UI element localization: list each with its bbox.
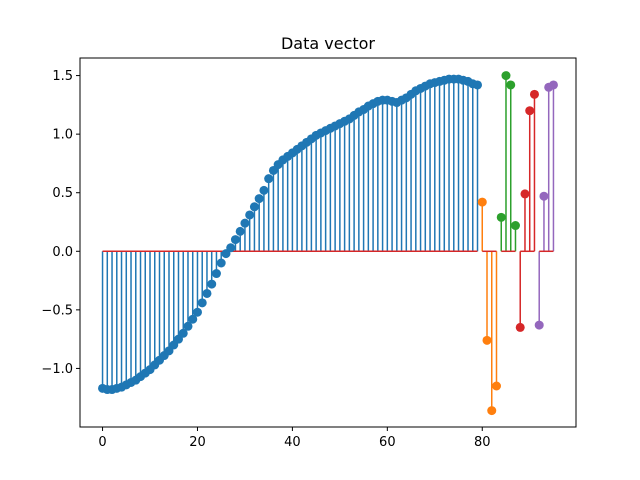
stem-marker — [548, 80, 558, 90]
x-tick-label: 40 — [284, 435, 301, 450]
plot-frame — [79, 57, 577, 428]
stem-marker — [515, 322, 525, 332]
stem-marker — [529, 89, 539, 99]
axis-ticks: 0 20 40 60 80 −1.0 −0.5 0.0 0.5 1.0 1.5 — [41, 69, 490, 450]
stem-marker — [183, 321, 193, 331]
stem-marker — [207, 279, 217, 289]
stem-markers — [98, 71, 558, 416]
stem-marker — [230, 235, 240, 245]
stem-marker — [482, 335, 492, 345]
stem-marker — [197, 298, 207, 308]
y-tick-label: 1.0 — [52, 128, 73, 143]
x-tick-label: 60 — [379, 435, 396, 450]
y-tick-label: 0.0 — [52, 245, 73, 260]
stem-marker — [539, 191, 549, 201]
x-tick-label: 20 — [189, 435, 206, 450]
stem-marker — [487, 406, 497, 416]
stem-marker — [501, 71, 511, 81]
stem-marker — [178, 328, 188, 338]
stem-marker — [473, 80, 483, 90]
stem-marker — [192, 307, 202, 317]
stem-marker — [216, 258, 226, 268]
stem-marker — [202, 288, 212, 298]
stem-marker — [188, 314, 198, 324]
stem-marker — [245, 210, 255, 220]
stem-marker — [506, 80, 516, 90]
stem-marker — [235, 226, 245, 236]
stem-marker — [249, 202, 259, 212]
y-tick-label: 1.5 — [52, 69, 73, 84]
stem-marker — [211, 269, 221, 279]
x-tick-label: 0 — [98, 435, 106, 450]
stem-marker — [254, 194, 264, 204]
stem-marker — [525, 106, 535, 116]
stem-marker — [520, 189, 530, 199]
y-tick-label: −1.0 — [41, 362, 73, 377]
stem-lines — [101, 75, 555, 411]
stem-marker — [496, 212, 506, 222]
stem-marker — [491, 381, 501, 391]
chart-title: Data vector — [281, 34, 375, 53]
stem-marker — [477, 197, 487, 207]
stem-marker — [259, 185, 269, 195]
y-tick-label: −0.5 — [41, 303, 73, 318]
stem-marker — [534, 320, 544, 330]
stem-marker — [510, 221, 520, 231]
stem-marker — [240, 218, 250, 228]
y-tick-label: 0.5 — [52, 186, 73, 201]
x-tick-label: 80 — [474, 435, 491, 450]
stem-marker — [226, 243, 236, 253]
stem-marker — [264, 174, 274, 184]
